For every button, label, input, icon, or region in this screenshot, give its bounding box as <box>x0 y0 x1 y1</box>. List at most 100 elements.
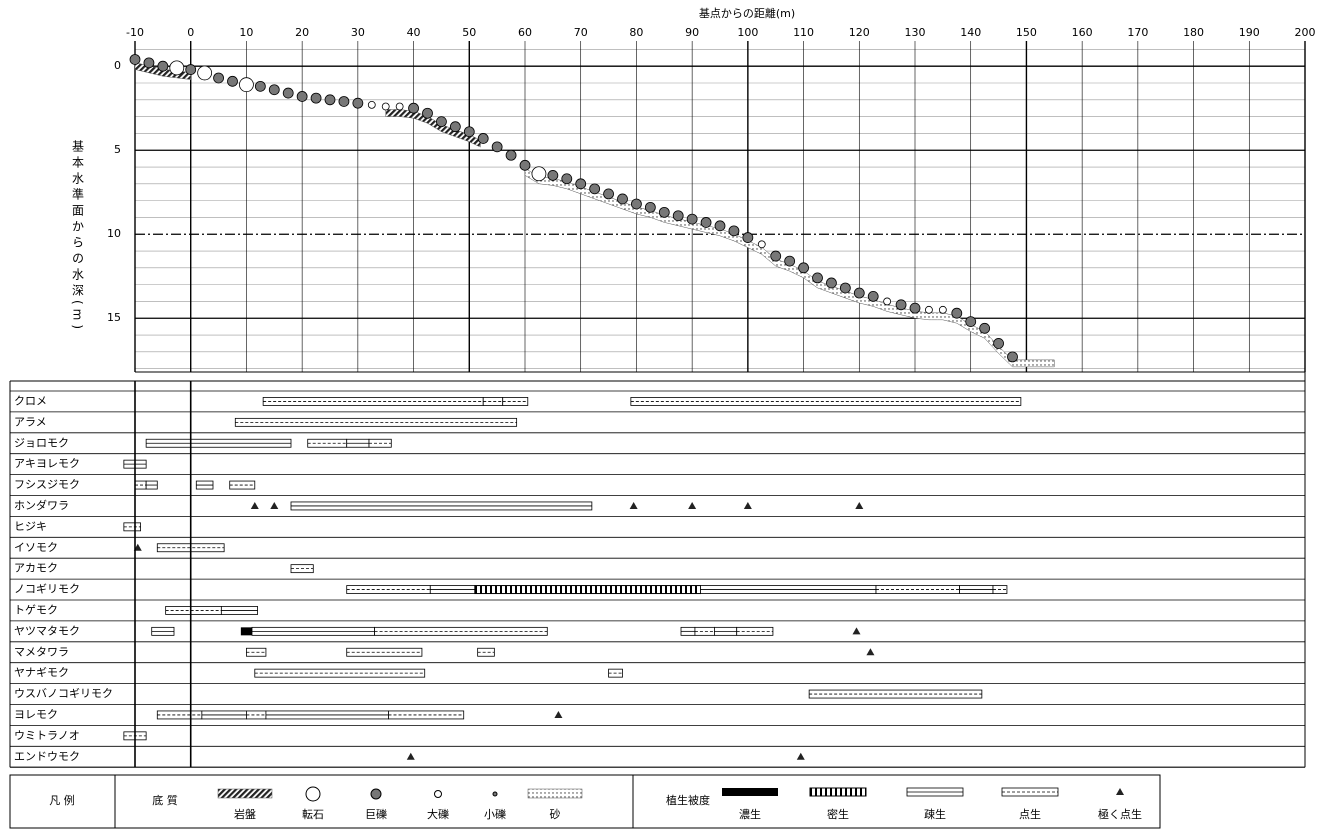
profile-point <box>979 322 991 334</box>
legend-label: 点生 <box>1019 807 1041 821</box>
profile-point <box>310 92 322 104</box>
x-tick-label: 50 <box>462 26 476 39</box>
x-tick-label: 40 <box>407 26 421 39</box>
profile-point <box>575 178 587 190</box>
profile-point <box>296 91 308 102</box>
profile-point <box>352 97 364 109</box>
profile-point <box>672 210 684 222</box>
profile-point <box>157 60 169 72</box>
profile-point <box>784 255 796 267</box>
x-tick-label: 190 <box>1239 26 1260 39</box>
profile-point <box>338 96 350 107</box>
spot <box>1116 788 1124 795</box>
species-label: ジョロモク <box>14 436 69 449</box>
profile-point <box>213 72 224 84</box>
spot <box>855 501 864 509</box>
species-label: ウスバノコギリモク <box>14 687 113 700</box>
profile-point <box>925 305 933 314</box>
x-tick-label: 10 <box>239 26 253 39</box>
profile-point <box>519 159 531 171</box>
profile-point <box>909 302 921 314</box>
spot <box>250 501 259 509</box>
x-tick-label: 100 <box>737 26 758 39</box>
y-tick-label: 10 <box>107 227 121 240</box>
species-label: エンドウモク <box>14 750 80 763</box>
profile-point <box>324 94 336 106</box>
profile-point <box>714 220 726 232</box>
species-label: クロメ <box>14 394 47 407</box>
spot <box>270 501 279 509</box>
profile-point <box>965 316 977 327</box>
legend-label: 小礫 <box>484 807 506 821</box>
profile-point <box>686 213 698 225</box>
legend-label: 転石 <box>302 808 324 821</box>
profile-point <box>812 272 823 284</box>
x-tick-label: 90 <box>685 26 699 39</box>
profile-point <box>254 80 266 92</box>
species-label: アラメ <box>14 415 47 428</box>
profile-point <box>617 193 628 205</box>
spot <box>796 752 805 760</box>
legend-substrate-title: 底 質 <box>152 793 178 807</box>
profile-point <box>436 116 447 128</box>
profile-point <box>491 141 503 153</box>
legend-label: 岩盤 <box>234 807 256 821</box>
profile-point <box>757 240 766 249</box>
legend-label: 密生 <box>827 807 849 821</box>
x-tick-label: 200 <box>1295 26 1316 39</box>
legend-label: 疎生 <box>924 807 946 821</box>
bar-dense <box>474 585 701 595</box>
profile-point <box>185 64 197 75</box>
profile-point <box>268 84 280 96</box>
legend-label: 巨礫 <box>365 807 387 821</box>
x-tick-label: 20 <box>295 26 309 39</box>
species-label: ウミトラノオ <box>14 729 80 742</box>
x-tick-label: 70 <box>574 26 588 39</box>
species-label: イソモク <box>14 541 58 554</box>
spot <box>743 501 752 509</box>
species-label: ヒジキ <box>14 520 47 533</box>
species-label: トゲモク <box>14 603 58 616</box>
profile-point <box>853 287 865 299</box>
profile-point <box>169 60 185 76</box>
species-label: ノコギリモク <box>14 583 80 596</box>
profile-point <box>449 121 461 133</box>
legend-box <box>9 774 1161 829</box>
bar-dense <box>809 787 867 797</box>
profile-point <box>561 173 573 185</box>
species-label: フシスジモク <box>14 478 80 491</box>
spot <box>554 710 563 718</box>
profile-point <box>395 102 404 111</box>
legend-swatch <box>217 788 273 799</box>
profile-point <box>631 198 642 210</box>
profile-point <box>742 232 754 243</box>
x-tick-label: 120 <box>849 26 870 39</box>
profile-point <box>282 87 294 99</box>
substrate-band <box>385 109 481 148</box>
profile-point <box>867 290 879 302</box>
profile-point <box>839 282 851 294</box>
profile-point <box>381 102 390 111</box>
profile-point <box>826 277 837 289</box>
species-label: ヨレモク <box>14 708 58 721</box>
species-label: アキヨレモク <box>14 457 80 470</box>
profile-point <box>895 299 907 311</box>
profile-point <box>129 54 141 65</box>
legend-swatch <box>370 788 382 800</box>
profile-point <box>589 183 601 195</box>
profile-point <box>463 126 475 138</box>
x-tick-label: -10 <box>126 26 144 39</box>
x-tick-label: 30 <box>351 26 365 39</box>
profile-point <box>239 77 254 93</box>
species-label: ヤツマタモク <box>14 624 80 637</box>
profile-point <box>408 102 419 114</box>
profile-point <box>1007 351 1018 363</box>
y-tick-label: 0 <box>114 59 121 72</box>
profile-point <box>477 133 489 144</box>
y-tick-label: 15 <box>107 311 121 324</box>
x-tick-label: 150 <box>1016 26 1037 39</box>
species-label: アカモク <box>14 562 58 575</box>
x-tick-label: 170 <box>1127 26 1148 39</box>
spot <box>629 501 638 509</box>
